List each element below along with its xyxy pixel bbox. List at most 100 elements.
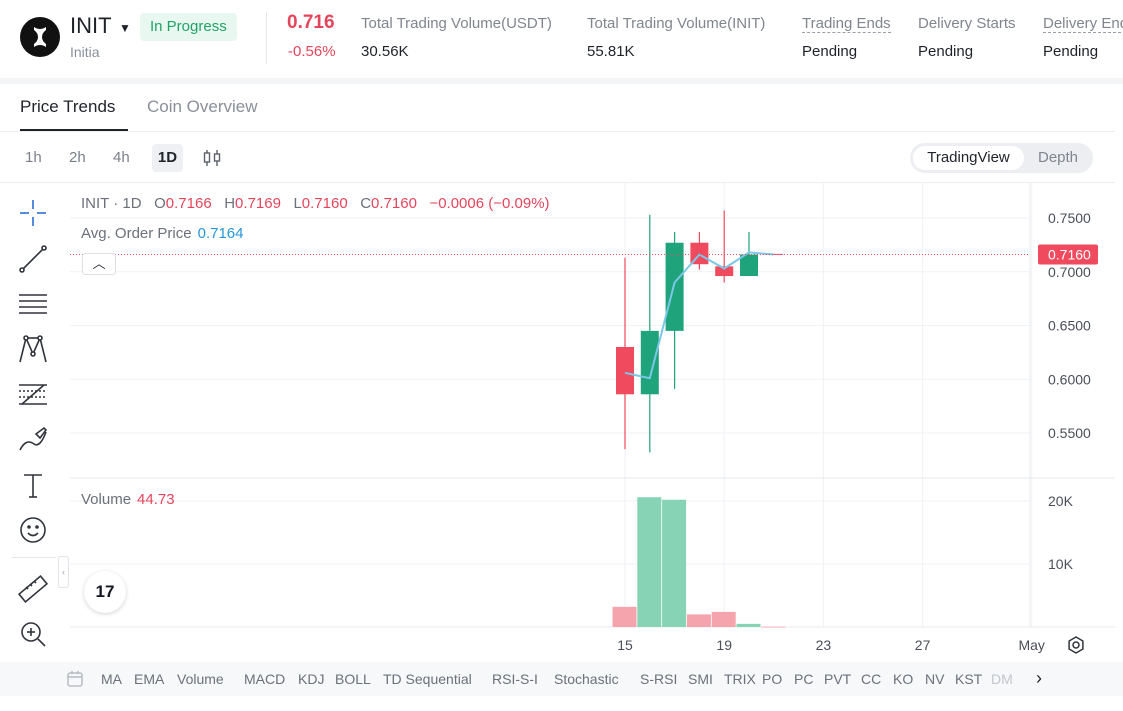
volume-tick-label: 20K [1048,493,1074,509]
interval-4h[interactable]: 4h [113,149,130,166]
tab-coin-overview[interactable]: Coin Overview [147,97,258,116]
interval-2h[interactable]: 2h [69,149,86,166]
indicator-boll[interactable]: BOLL [335,671,371,687]
volume-bars [612,497,786,628]
coin-logo [20,17,60,57]
volume-bar [736,623,761,627]
legend-open: 0.7166 [165,195,212,212]
date-tick-label: 23 [816,637,832,653]
legend-l-label: L [293,195,302,212]
volume-bar [612,606,637,627]
price-tick-label: 0.5500 [1048,425,1091,441]
legend-high: 0.7169 [235,195,281,212]
stat-delivery-ends-label[interactable]: Delivery Ends [1043,15,1123,33]
stat-delivery-starts-value: Pending [918,43,974,60]
stat-delivery-ends-value: Pending [1043,43,1099,60]
indicator-volume[interactable]: Volume [177,671,224,687]
price-chart[interactable]: 0.7500 0.7000 0.6500 0.6000 0.5500 20K 10K 0.71… [70,183,1115,661]
price-tick-label: 0.6500 [1048,318,1091,334]
tab-divider [0,131,1115,132]
avg-order-price-series [624,251,774,380]
avg-order-price: Avg. Order Price 0.7164 [81,225,244,242]
legend-close: 0.7160 [371,195,417,212]
last-price-tag [1038,244,1098,265]
date-tick-label: 27 [915,637,931,653]
indicator-kdj[interactable]: KDJ [298,671,325,687]
crosshair-icon[interactable] [16,196,50,230]
date-tick-label: May [1018,637,1044,653]
indicator-macd[interactable]: MACD [244,671,286,687]
fib-icon[interactable] [16,378,50,412]
coin-name: Initia [70,44,100,60]
volume-bar [686,614,711,627]
indicator-ko[interactable]: KO [893,671,914,687]
chevron-down-icon[interactable]: ▼ [119,21,131,35]
volume-tick-label: 10K [1048,556,1074,572]
active-tab-indicator [20,129,128,131]
pattern-icon[interactable] [16,332,50,366]
indicator-rsi-s-i[interactable]: RSI-S-I [492,671,538,687]
avg-order-price-value: 0.7164 [197,225,244,242]
candles [616,210,783,453]
horizontal-lines-icon[interactable] [16,287,50,321]
chevron-right-icon[interactable]: › [1036,668,1042,688]
indicator-pc[interactable]: PC [794,671,814,687]
indicator-s-rsi[interactable]: S-RSI [640,671,678,687]
stat-volume-usdt-value: 30.56K [361,43,409,60]
stat-delivery-starts-label: Delivery Starts [918,15,1016,32]
view-tradingview[interactable]: TradingView [913,146,1024,170]
indicator-smi[interactable]: SMI [688,671,713,687]
legend-o-label: O [154,195,166,212]
candle-body [616,347,634,395]
symbol-selector[interactable]: INIT [70,13,112,38]
gear-icon[interactable] [1066,635,1086,660]
indicator-pvt[interactable]: PVT [824,671,852,687]
status-badge: In Progress [140,13,237,41]
candle-body [665,242,684,331]
interval-1h[interactable]: 1h [25,149,42,166]
price-change: -0.56% [288,43,336,60]
indicator-nv[interactable]: NV [925,671,945,687]
indicator-bar [0,662,1123,696]
interval-1d[interactable]: 1D [152,144,183,172]
ruler-icon[interactable] [16,572,50,606]
date-tick-label: 19 [716,637,732,653]
volume-bar [662,499,687,627]
collapse-tools-button[interactable]: ‹ [58,556,69,588]
calendar-icon[interactable] [66,670,84,693]
indicator-td-sequential[interactable]: TD Sequential [383,671,472,687]
brush-icon[interactable] [16,424,50,458]
indicator-kst[interactable]: KST [955,671,983,687]
trend-line-icon[interactable] [16,242,50,276]
volume-legend: Volume 44.73 [81,491,175,508]
stat-volume-init-value: 55.81K [587,43,635,60]
avg-order-price-line [70,251,1030,380]
legend-change: −0.0006 (−0.09%) [429,195,550,212]
toolbar-divider [0,182,1115,183]
indicator-trix[interactable]: TRIX [724,671,756,687]
tradingview-logo[interactable]: 17 [84,571,126,613]
chart-grid [70,183,1115,628]
stat-trading-ends-label[interactable]: Trading Ends [802,15,891,33]
candle-body [640,330,659,395]
legend-dot: · [113,195,123,212]
legend-interval: 1D [122,195,142,212]
indicator-po[interactable]: PO [762,671,783,687]
indicator-ma[interactable]: MA [101,671,122,687]
legend-c-label: C [360,195,372,212]
emoji-icon[interactable] [16,513,50,547]
volume-value: 44.73 [137,491,175,508]
view-depth[interactable]: Depth [1037,149,1079,166]
ohlc-legend: INIT · 1D O0.7166 H0.7169 L0.7160 C0.716… [81,195,550,212]
indicator-cc[interactable]: CC [861,671,882,687]
tools-divider [12,557,56,558]
zoom-in-icon[interactable] [16,617,50,651]
tab-price-trends[interactable]: Price Trends [20,97,116,116]
indicator-dm[interactable]: DM [991,671,1013,687]
indicator-ema[interactable]: EMA [134,671,165,687]
text-icon[interactable] [16,469,50,503]
candle-type-icon[interactable] [202,148,222,173]
indicator-stochastic[interactable]: Stochastic [554,671,619,687]
legend-low: 0.7160 [301,195,348,212]
collapse-legend-button[interactable]: ︿ [82,253,116,275]
